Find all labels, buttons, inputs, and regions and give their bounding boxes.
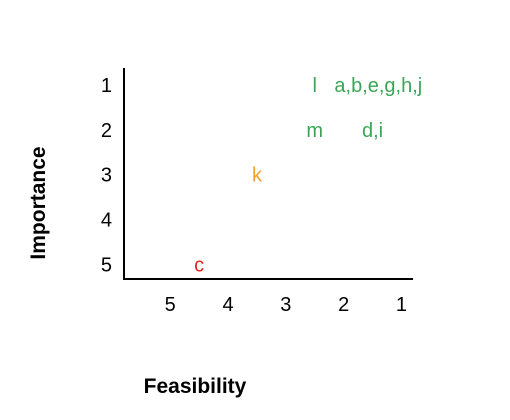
y-axis-title: Importance xyxy=(27,146,50,259)
point-label: a,b,e,g,h,j xyxy=(334,75,422,97)
y-tick-label: 1 xyxy=(101,75,112,97)
y-tick-labels: 1 2 3 4 5 xyxy=(101,75,112,277)
point-label: m xyxy=(306,120,323,142)
y-tick-label: 3 xyxy=(101,165,112,187)
x-tick-labels: 5 4 3 2 1 xyxy=(165,294,407,316)
x-tick-label: 1 xyxy=(396,294,407,316)
point-label: c xyxy=(194,255,204,277)
data-point-labels: a,b,e,g,h,j l m d,i k c xyxy=(194,75,422,277)
y-tick-label: 2 xyxy=(101,120,112,142)
x-tick-label: 2 xyxy=(338,294,349,316)
x-tick-label: 4 xyxy=(222,294,233,316)
x-tick-label: 3 xyxy=(280,294,291,316)
x-tick-label: 5 xyxy=(165,294,176,316)
y-tick-label: 5 xyxy=(101,255,112,277)
point-label: d,i xyxy=(362,120,383,142)
y-tick-label: 4 xyxy=(101,210,112,232)
x-axis-title: Feasibility xyxy=(144,375,247,398)
point-label: k xyxy=(252,165,263,187)
point-label: l xyxy=(313,75,317,97)
